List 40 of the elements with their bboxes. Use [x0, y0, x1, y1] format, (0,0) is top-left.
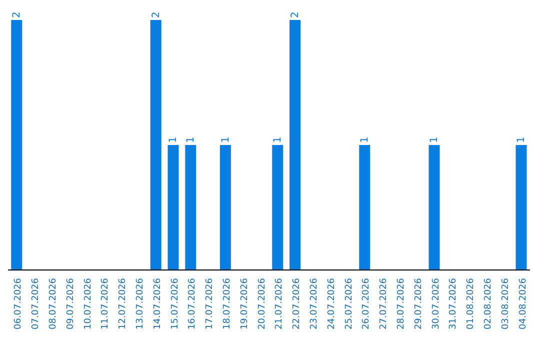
x-tick-label: 06.07.2026: [14, 278, 24, 330]
x-tick-label: 23.07.2026: [310, 278, 320, 330]
x-tick-label: 11.07.2026: [100, 278, 111, 330]
x-tick-label: 17.07.2026: [205, 278, 216, 330]
data-label: 1: [168, 136, 180, 143]
x-tick-label: 21.07.2026: [274, 278, 285, 330]
x-tick-label: 29.07.2026: [414, 278, 424, 330]
data-label: 1: [429, 136, 440, 143]
x-tick-label: 27.07.2026: [379, 278, 390, 330]
x-tick-label: 18.07.2026: [222, 278, 232, 330]
x-tick-label: 09.07.2026: [66, 278, 76, 330]
x-tick-label: 15.07.2026: [170, 278, 180, 330]
x-tick-label: 04.08.2026: [518, 278, 528, 330]
x-tick-label: 24.07.2026: [326, 278, 337, 330]
x-tick-label: 26.07.2026: [362, 278, 372, 330]
x-tick-label: 10.07.2026: [83, 278, 94, 330]
x-tick-label: 03.08.2026: [500, 278, 511, 330]
x-tick-label: 14.07.2026: [152, 278, 163, 330]
data-label: 1: [186, 136, 197, 143]
x-tick-label: 28.07.2026: [396, 278, 406, 330]
x-tick-label: 19.07.2026: [240, 278, 250, 330]
data-label: 2: [150, 12, 162, 18]
x-tick-label: 16.07.2026: [188, 278, 198, 330]
data-label: 1: [516, 136, 528, 143]
x-tick-label: 08.07.2026: [48, 278, 58, 330]
x-tick-label: 30.07.2026: [431, 278, 442, 330]
x-tick-label: 22.07.2026: [292, 278, 302, 330]
x-tick-label: 20.07.2026: [257, 278, 268, 330]
data-label: 2: [290, 12, 302, 18]
x-tick-label: 07.07.2026: [31, 278, 42, 330]
data-label: 1: [220, 136, 232, 143]
data-label: 1: [360, 136, 371, 143]
x-tick-label: 25.07.2026: [344, 278, 354, 330]
x-tick-label: 12.07.2026: [118, 278, 128, 330]
data-label: 2: [12, 12, 23, 18]
x-tick-label: 01.08.2026: [466, 278, 476, 330]
x-tick-label: 13.07.2026: [136, 278, 146, 330]
x-tick-label: 31.07.2026: [448, 278, 459, 330]
x-tick-label: 02.08.2026: [484, 278, 494, 330]
data-label: 1: [272, 136, 284, 143]
